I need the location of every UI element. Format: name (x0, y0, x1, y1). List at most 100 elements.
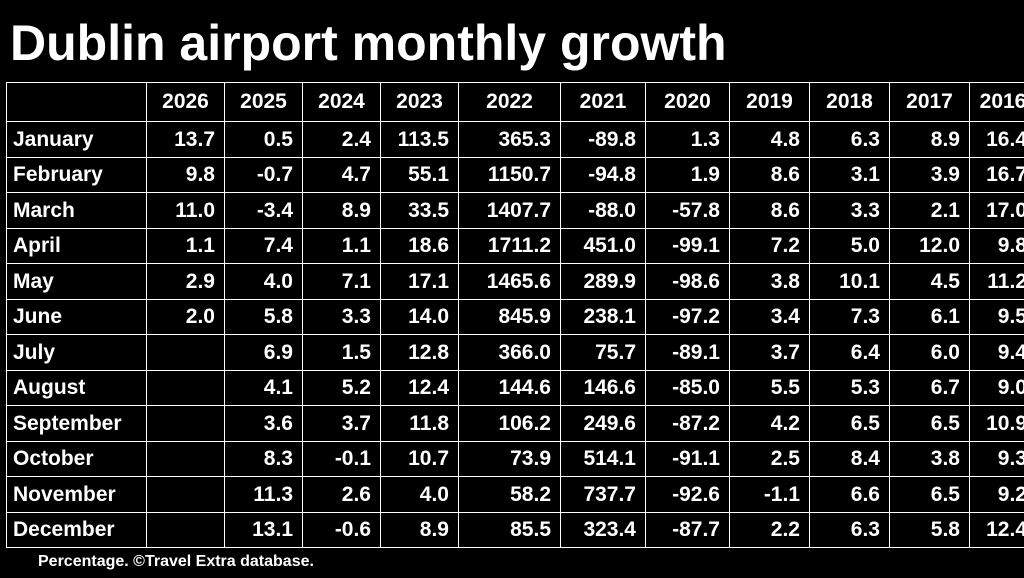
value-cell: 1711.2 (458, 227, 561, 264)
value-cell: 33.5 (380, 192, 459, 229)
value-cell: 514.1 (560, 440, 646, 477)
value-cell: 11.2 (969, 263, 1024, 300)
value-cell: -94.8 (560, 156, 646, 193)
value-cell: -0.6 (302, 511, 381, 548)
value-cell: 17.0 (969, 192, 1024, 229)
value-cell: 11.8 (380, 405, 459, 442)
value-cell: 1150.7 (458, 156, 561, 193)
value-cell: 8.6 (729, 156, 810, 193)
value-cell: 1465.6 (458, 263, 561, 300)
value-cell (146, 405, 225, 442)
value-cell: 2.2 (729, 511, 810, 548)
value-cell: 12.4 (969, 511, 1024, 548)
value-cell: 2.1 (889, 192, 970, 229)
value-cell: 12.4 (380, 369, 459, 406)
value-cell: 6.1 (889, 298, 970, 335)
value-cell: 6.0 (889, 334, 970, 371)
month-label: May (6, 263, 147, 300)
value-cell: 113.5 (380, 121, 459, 158)
value-cell: 3.1 (809, 156, 890, 193)
value-cell: 6.4 (809, 334, 890, 371)
value-cell: 16.4 (969, 121, 1024, 158)
value-cell: 289.9 (560, 263, 646, 300)
value-cell: 4.8 (729, 121, 810, 158)
value-cell: -87.2 (645, 405, 730, 442)
source-note: Percentage. ©Travel Extra database. (38, 553, 314, 570)
value-cell: 106.2 (458, 405, 561, 442)
value-cell: 9.3 (969, 440, 1024, 477)
value-cell: 58.2 (458, 476, 561, 513)
value-cell: 249.6 (560, 405, 646, 442)
value-cell: 3.7 (302, 405, 381, 442)
value-cell: 2.4 (302, 121, 381, 158)
table-row: November 11.3 2.6 4.0 58.2 737.7 -92.6 -1.1 6.6 6… (6, 476, 1024, 513)
value-cell: 8.9 (302, 192, 381, 229)
month-label: July (6, 334, 147, 371)
chart-title: Dublin airport monthly growth (10, 15, 727, 71)
table-row: September 3.6 3.7 11.8 106.2 249.6 -87.2 4.2 6.5… (6, 405, 1024, 442)
value-cell (146, 334, 225, 371)
value-cell: 451.0 (560, 227, 646, 264)
table-row: January 13.7 0.5 2.4 113.5 365.3 -89.8 1.3 4.8 6.… (6, 121, 1024, 158)
value-cell: 85.5 (458, 511, 561, 548)
value-cell: -91.1 (645, 440, 730, 477)
value-cell: 8.6 (729, 192, 810, 229)
value-cell: 1.3 (645, 121, 730, 158)
value-cell: 11.3 (224, 476, 303, 513)
value-cell: 845.9 (458, 298, 561, 335)
value-cell: 8.4 (809, 440, 890, 477)
value-cell: 5.8 (889, 511, 970, 548)
value-cell: 13.1 (224, 511, 303, 548)
value-cell: -87.7 (645, 511, 730, 548)
value-cell: 4.0 (224, 263, 303, 300)
column-header-2020: 2020 (645, 82, 730, 122)
column-header-2023: 2023 (380, 82, 459, 122)
table-row: August 4.1 5.2 12.4 144.6 146.6 -85.0 5.5 5.3 6.7… (6, 369, 1024, 406)
value-cell: 4.0 (380, 476, 459, 513)
value-cell (146, 369, 225, 406)
value-cell: 4.7 (302, 156, 381, 193)
table-row: March 11.0 -3.4 8.9 33.5 1407.7 -88.0 -57.8 8.6 3… (6, 192, 1024, 229)
value-cell: 55.1 (380, 156, 459, 193)
value-cell: -0.1 (302, 440, 381, 477)
value-cell: 9.0 (969, 369, 1024, 406)
value-cell: -89.8 (560, 121, 646, 158)
table-body: January 13.7 0.5 2.4 113.5 365.3 -89.8 1.3 4.8 6.… (6, 121, 1024, 548)
value-cell: 2.9 (146, 263, 225, 300)
value-cell: 4.1 (224, 369, 303, 406)
value-cell: -1.1 (729, 476, 810, 513)
table-row: April 1.1 7.4 1.1 18.6 1711.2 451.0 -99.1 7.2 5.0… (6, 227, 1024, 264)
value-cell: 7.2 (729, 227, 810, 264)
value-cell (146, 511, 225, 548)
value-cell: 6.6 (809, 476, 890, 513)
value-cell: 11.0 (146, 192, 225, 229)
value-cell: 737.7 (560, 476, 646, 513)
value-cell: 10.7 (380, 440, 459, 477)
column-header-2022: 2022 (458, 82, 561, 122)
month-label: October (6, 440, 147, 477)
value-cell: 13.7 (146, 121, 225, 158)
value-cell: 2.5 (729, 440, 810, 477)
value-cell: 12.8 (380, 334, 459, 371)
value-cell: 7.1 (302, 263, 381, 300)
value-cell: 6.3 (809, 511, 890, 548)
value-cell: 323.4 (560, 511, 646, 548)
value-cell: 9.5 (969, 298, 1024, 335)
value-cell: 8.9 (380, 511, 459, 548)
column-header-2019: 2019 (729, 82, 810, 122)
value-cell (146, 476, 225, 513)
value-cell: 1.1 (302, 227, 381, 264)
value-cell: 1.1 (146, 227, 225, 264)
month-label: January (6, 121, 147, 158)
value-cell: -99.1 (645, 227, 730, 264)
value-cell: 2.6 (302, 476, 381, 513)
value-cell (146, 440, 225, 477)
value-cell: 365.3 (458, 121, 561, 158)
value-cell: 3.4 (729, 298, 810, 335)
value-cell: 10.9 (969, 405, 1024, 442)
value-cell: 6.5 (889, 476, 970, 513)
value-cell: 18.6 (380, 227, 459, 264)
value-cell: 0.5 (224, 121, 303, 158)
value-cell: -0.7 (224, 156, 303, 193)
value-cell: 146.6 (560, 369, 646, 406)
